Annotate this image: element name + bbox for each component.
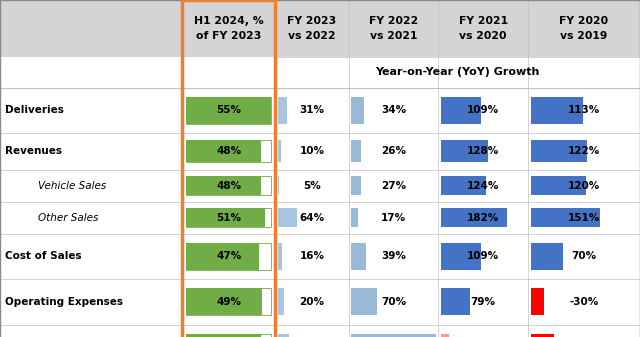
Text: 48%: 48% [216,146,241,156]
Text: 27%: 27% [381,181,406,190]
Text: vs 2021: vs 2021 [370,31,417,41]
Text: 79%: 79% [470,297,496,307]
Text: 109%: 109% [467,105,499,115]
FancyBboxPatch shape [186,208,265,227]
Text: 182%: 182% [467,213,499,222]
FancyBboxPatch shape [531,141,587,162]
FancyBboxPatch shape [531,97,582,124]
FancyBboxPatch shape [351,334,436,337]
Text: 20%: 20% [300,297,324,307]
Text: FY 2020: FY 2020 [559,16,609,26]
FancyBboxPatch shape [0,88,640,337]
Text: 31%: 31% [300,105,324,115]
Text: 26%: 26% [381,146,406,156]
FancyBboxPatch shape [186,243,259,270]
Text: 51%: 51% [216,213,241,222]
Text: Other Sales: Other Sales [38,213,99,222]
Text: 49%: 49% [216,297,241,307]
Text: Vehicle Sales: Vehicle Sales [38,181,107,190]
FancyBboxPatch shape [441,288,470,315]
FancyBboxPatch shape [531,176,586,195]
Text: Operating Expenses: Operating Expenses [5,297,123,307]
FancyBboxPatch shape [186,176,260,195]
Text: 16%: 16% [300,251,324,261]
Text: 120%: 120% [568,181,600,190]
FancyBboxPatch shape [278,97,287,124]
FancyBboxPatch shape [351,141,361,162]
Text: Deliveries: Deliveries [5,105,64,115]
FancyBboxPatch shape [278,141,281,162]
FancyBboxPatch shape [186,141,260,162]
FancyBboxPatch shape [351,288,377,315]
FancyBboxPatch shape [441,334,449,337]
Text: -30%: -30% [570,297,598,307]
Text: FY 2022: FY 2022 [369,16,418,26]
Text: of FY 2023: of FY 2023 [196,31,262,41]
FancyBboxPatch shape [351,176,361,195]
Text: Revenues: Revenues [5,146,62,156]
Text: Year-on-Year (YoY) Growth: Year-on-Year (YoY) Growth [376,67,540,78]
FancyBboxPatch shape [531,334,554,337]
Text: vs 2022: vs 2022 [288,31,336,41]
Text: 151%: 151% [568,213,600,222]
FancyBboxPatch shape [278,176,279,195]
FancyBboxPatch shape [351,208,358,227]
Text: 128%: 128% [467,146,499,156]
FancyBboxPatch shape [531,288,545,315]
FancyBboxPatch shape [275,57,640,88]
Text: 34%: 34% [381,105,406,115]
Text: FY 2021: FY 2021 [459,16,508,26]
FancyBboxPatch shape [441,141,488,162]
Text: 122%: 122% [568,146,600,156]
Text: 113%: 113% [568,105,600,115]
FancyBboxPatch shape [351,97,364,124]
Text: 70%: 70% [381,297,406,307]
FancyBboxPatch shape [186,334,260,337]
Text: vs 2020: vs 2020 [460,31,507,41]
FancyBboxPatch shape [0,0,640,57]
Text: 47%: 47% [216,251,241,261]
Text: 55%: 55% [216,105,241,115]
Text: H1 2024, %: H1 2024, % [194,16,264,26]
FancyBboxPatch shape [441,176,486,195]
FancyBboxPatch shape [278,243,282,270]
FancyBboxPatch shape [278,334,289,337]
FancyBboxPatch shape [278,288,284,315]
Text: FY 2023: FY 2023 [287,16,337,26]
FancyBboxPatch shape [186,97,271,124]
FancyBboxPatch shape [531,208,600,227]
Text: 124%: 124% [467,181,499,190]
Text: 109%: 109% [467,251,499,261]
Text: 39%: 39% [381,251,406,261]
Text: Cost of Sales: Cost of Sales [5,251,82,261]
Text: 10%: 10% [300,146,324,156]
Text: vs 2019: vs 2019 [560,31,608,41]
FancyBboxPatch shape [531,243,563,270]
Text: 70%: 70% [572,251,596,261]
FancyBboxPatch shape [351,243,365,270]
Text: 17%: 17% [381,213,406,222]
FancyBboxPatch shape [278,208,297,227]
Text: 64%: 64% [300,213,324,222]
FancyBboxPatch shape [186,288,262,315]
Text: 5%: 5% [303,181,321,190]
Text: 48%: 48% [216,181,241,190]
FancyBboxPatch shape [441,97,481,124]
FancyBboxPatch shape [441,208,508,227]
FancyBboxPatch shape [441,243,481,270]
